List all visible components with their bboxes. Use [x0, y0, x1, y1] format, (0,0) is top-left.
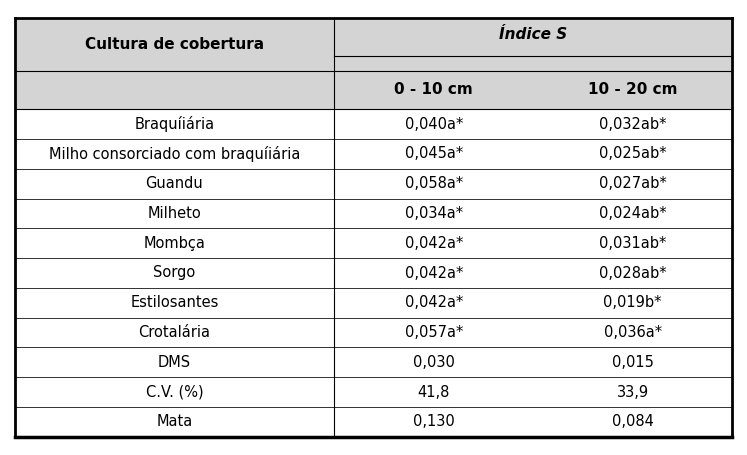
Bar: [15, 139, 732, 169]
Text: Cultura de cobertura: Cultura de cobertura: [85, 37, 264, 52]
Text: 0,028ab*: 0,028ab*: [599, 266, 666, 280]
Text: 0,057a*: 0,057a*: [405, 325, 463, 340]
Text: Estilosantes: Estilosantes: [130, 295, 219, 310]
Text: DMS: DMS: [158, 355, 191, 370]
Text: 0,040a*: 0,040a*: [405, 116, 463, 131]
Bar: [15, 318, 732, 348]
Bar: [15, 228, 732, 258]
Bar: [15, 258, 732, 288]
Text: 10 - 20 cm: 10 - 20 cm: [588, 82, 678, 97]
Text: 0,031ab*: 0,031ab*: [599, 236, 666, 251]
Text: Milho consorciado com braquíiária: Milho consorciado com braquíiária: [49, 146, 300, 162]
Text: Milheto: Milheto: [148, 206, 202, 221]
Text: 0,019b*: 0,019b*: [604, 295, 662, 310]
Text: 0,015: 0,015: [612, 355, 654, 370]
Text: 0,025ab*: 0,025ab*: [599, 147, 666, 162]
Text: 0,130: 0,130: [413, 415, 455, 430]
Text: 0,032ab*: 0,032ab*: [599, 116, 666, 131]
Text: 0,058a*: 0,058a*: [405, 176, 463, 191]
Text: 0,045a*: 0,045a*: [405, 147, 463, 162]
Text: 41,8: 41,8: [418, 384, 450, 399]
Text: 0,030: 0,030: [413, 355, 455, 370]
Bar: [15, 109, 732, 139]
Text: Mata: Mata: [156, 415, 193, 430]
Bar: [15, 348, 732, 377]
Text: 0 - 10 cm: 0 - 10 cm: [394, 82, 473, 97]
Text: Guandu: Guandu: [146, 176, 203, 191]
Text: 0,034a*: 0,034a*: [405, 206, 463, 221]
Text: 0,036a*: 0,036a*: [604, 325, 662, 340]
Bar: [15, 198, 732, 228]
Text: Índice S: Índice S: [499, 27, 567, 42]
Bar: [15, 377, 732, 407]
Text: 0,042a*: 0,042a*: [405, 266, 463, 280]
Bar: [15, 71, 732, 109]
Text: 0,042a*: 0,042a*: [405, 295, 463, 310]
Text: 0,042a*: 0,042a*: [405, 236, 463, 251]
Text: Sorgo: Sorgo: [153, 266, 196, 280]
Text: 0,024ab*: 0,024ab*: [599, 206, 666, 221]
Text: C.V. (%): C.V. (%): [146, 384, 203, 399]
Text: 33,9: 33,9: [617, 384, 649, 399]
Text: Braquíiária: Braquíiária: [134, 116, 214, 132]
Text: Crotalária: Crotalária: [138, 325, 211, 340]
Text: Mombça: Mombça: [143, 236, 205, 251]
Text: 0,084: 0,084: [612, 415, 654, 430]
Bar: [15, 288, 732, 318]
Bar: [15, 18, 732, 71]
Bar: [15, 407, 732, 437]
Text: 0,027ab*: 0,027ab*: [599, 176, 666, 191]
Bar: [15, 169, 732, 198]
